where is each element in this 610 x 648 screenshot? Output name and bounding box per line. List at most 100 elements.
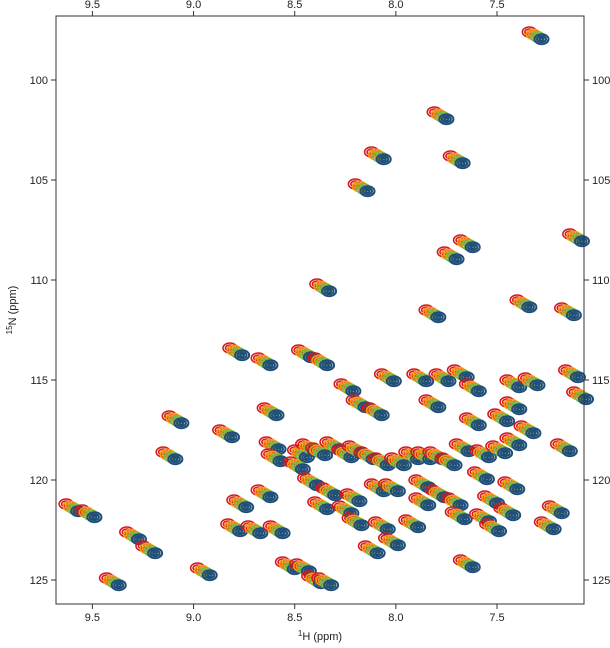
peak-blue	[511, 403, 528, 416]
peak-contour	[394, 488, 401, 494]
peak-contour	[275, 457, 287, 466]
peak-contour	[378, 412, 385, 418]
peak-contour	[493, 527, 505, 536]
peak-contour	[513, 383, 525, 392]
peak-contour	[350, 388, 357, 394]
peak-contour	[224, 431, 240, 444]
peak-blue	[525, 427, 542, 440]
peak-contour	[432, 403, 444, 412]
peak-contour	[243, 504, 250, 510]
peak-contour	[445, 378, 452, 384]
peak-contour	[353, 519, 370, 532]
peak-contour	[382, 525, 394, 534]
peak-contour	[372, 549, 384, 558]
peak-contour	[570, 312, 577, 318]
peak-contour	[527, 429, 539, 438]
peak-blue	[505, 509, 522, 522]
peak-contour	[362, 187, 374, 196]
peak-contour	[88, 513, 100, 522]
peak-contour	[556, 509, 568, 518]
peak-contour	[457, 159, 469, 168]
peak-contour	[178, 420, 185, 426]
peak-contour	[454, 157, 471, 170]
peak-contour	[420, 499, 437, 512]
peak-contour	[502, 450, 509, 456]
peak-blue	[521, 301, 538, 314]
peak-contour	[580, 395, 592, 404]
peak-blue	[497, 447, 514, 460]
peak-blue	[454, 157, 471, 170]
y-tick-label-right: 105	[592, 175, 610, 187]
peak-blue	[385, 375, 402, 388]
peak-contour	[271, 411, 283, 420]
peak-contour	[446, 459, 463, 472]
peak-contour	[384, 462, 391, 468]
peak-blue	[440, 375, 457, 388]
peak-contour	[545, 523, 562, 536]
peak-contour	[175, 419, 187, 428]
peak-contour	[152, 550, 159, 556]
peak-blue	[511, 381, 528, 394]
peak-contour	[113, 581, 125, 590]
peak-contour	[412, 523, 424, 532]
peak-contour	[264, 493, 276, 502]
peak-contour	[415, 524, 422, 530]
x-tick-label-bottom: 8.0	[388, 612, 403, 624]
peak-blue	[438, 113, 455, 126]
x-tick-label-bottom: 8.5	[287, 612, 302, 624]
peak-contour	[438, 113, 455, 126]
peak-contour	[470, 419, 487, 432]
peak-blue	[252, 527, 269, 540]
peak-contour	[420, 377, 432, 386]
tick-layer: 9.5 9.5 9.0 9.0 8.5 8.5 8.0 8.0 7.5 7.5 100 100 105 1…	[30, 0, 610, 624]
peak-contour	[359, 185, 376, 198]
x-tick-label-bottom: 9.5	[85, 612, 100, 624]
peak-contour	[324, 362, 331, 368]
peak-contour	[425, 502, 432, 508]
y-tick-label-left: 105	[30, 175, 48, 187]
peak-contour	[267, 494, 274, 500]
x-tick-label-bottom: 9.0	[186, 612, 201, 624]
peak-contour	[272, 455, 289, 468]
peak-contour	[430, 401, 447, 414]
peak-contour	[435, 314, 442, 320]
peak-contour	[379, 523, 396, 536]
peak-blue	[491, 525, 508, 538]
y-tick-label-left: 110	[30, 275, 48, 287]
peak-contour	[516, 406, 523, 412]
peak-blue	[464, 561, 481, 574]
peak-contour	[356, 498, 363, 504]
peak-blue	[274, 527, 291, 540]
peak-contour	[297, 465, 309, 474]
peak-contour	[273, 445, 285, 454]
peak-contour	[384, 526, 391, 532]
y-tick-label-right: 120	[592, 475, 610, 487]
peak-blue	[351, 495, 368, 508]
peak-contour	[440, 375, 457, 388]
peak-contour	[505, 509, 522, 522]
peak-contour	[380, 156, 387, 162]
peak-contour	[566, 448, 573, 454]
peak-contour	[239, 352, 246, 358]
peak-contour	[561, 445, 578, 458]
peak-contour	[514, 486, 521, 492]
x-tick-label-top: 7.5	[489, 0, 504, 11]
peak-contour	[513, 405, 525, 414]
peak-blue	[420, 499, 437, 512]
peak-contour	[238, 501, 255, 514]
peak-contour	[410, 521, 427, 534]
peak-blue	[499, 415, 516, 428]
peak-blue	[448, 253, 465, 266]
peak-contour	[470, 385, 487, 398]
peak-contour	[525, 427, 542, 440]
peak-blue	[379, 523, 396, 536]
peak-contour	[443, 116, 450, 122]
peak-contour	[573, 235, 590, 248]
peak-contour	[173, 417, 190, 430]
peak-contour	[430, 311, 447, 324]
peak-contour	[467, 243, 479, 252]
peak-blue	[509, 483, 526, 496]
peak-blue	[373, 409, 390, 422]
y-axis-title-main: N (ppm)	[7, 286, 19, 326]
